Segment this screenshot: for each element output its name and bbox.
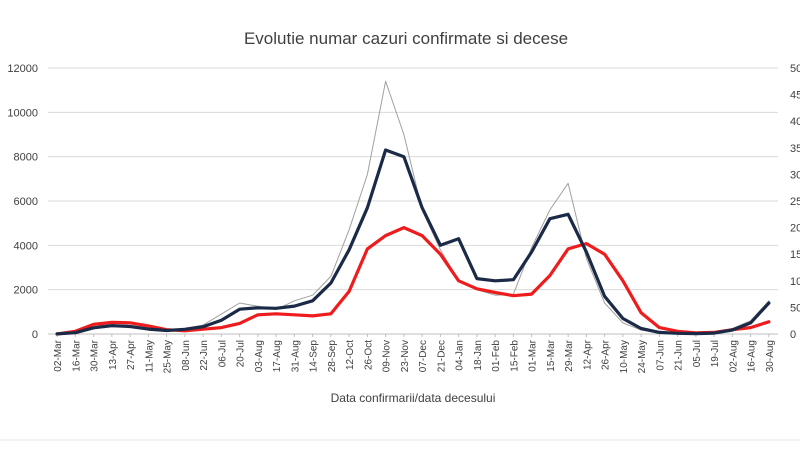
x-tick-label: 19-Jul [710, 340, 721, 367]
y2-tick-label: 150 [790, 249, 800, 261]
x-tick-label: 28-Sep [327, 340, 338, 373]
x-tick-label: 29-Mar [564, 339, 575, 371]
x-tick-label: 15-Mar [546, 339, 557, 371]
x-tick-label: 07-Dec [418, 340, 429, 372]
x-tick-label: 05-Jul [692, 340, 703, 367]
y2-tick-label: 250 [790, 196, 800, 208]
x-tick-label: 21-Jun [674, 340, 685, 371]
y2-tick-label: 100 [790, 276, 800, 288]
x-axis-title: Data confirmarii/data decesului [331, 391, 496, 405]
y-axis-ticks: 0 2000 4000 6000 8000 10000 12000 [7, 63, 38, 341]
series-layer [55, 80, 771, 336]
x-tick-label: 24-May [637, 340, 648, 373]
x-tick-label: 07-Jun [655, 340, 666, 371]
x-tick-label: 18-Jan [473, 340, 484, 371]
x-tick-label: 12-Oct [345, 340, 356, 370]
y2-axis-ticks: 0 50 100 150 200 250 300 350 400 450 500 [790, 63, 800, 341]
y2-tick-label: 0 [790, 329, 796, 341]
x-tick-label: 20-Jul [236, 340, 247, 367]
x-tick-label: 26-Apr [601, 339, 612, 370]
y-tick-label: 12000 [7, 63, 38, 75]
y2-tick-label: 450 [790, 90, 800, 102]
x-tick-label: 21-Dec [436, 340, 447, 372]
x-tick-label: 14-Sep [309, 340, 320, 373]
y2-tick-label: 350 [790, 143, 800, 155]
y2-tick-label: 50 [790, 302, 800, 314]
x-tick-label: 02-Aug [728, 340, 739, 372]
y-tick-label: 0 [32, 329, 38, 341]
x-tick-label: 23-Nov [400, 340, 411, 372]
y2-tick-label: 500 [790, 63, 800, 75]
y-tick-label: 10000 [7, 107, 38, 119]
y-tick-label: 8000 [14, 152, 38, 164]
y-tick-label: 6000 [14, 196, 38, 208]
x-tick-label: 01-Feb [491, 340, 502, 372]
y2-tick-label: 300 [790, 169, 800, 181]
x-tick-label: 16-Aug [747, 340, 758, 372]
x-tick-label: 04-Jan [455, 340, 466, 371]
x-tick-label: 26-Oct [363, 340, 374, 370]
x-tick-label: 15-Feb [509, 340, 520, 372]
series-line-2 [56, 80, 770, 335]
x-tick-label: 30-Mar [90, 339, 101, 371]
series-line-0 [55, 148, 771, 336]
y-tick-label: 4000 [14, 240, 38, 252]
x-tick-label: 31-Aug [290, 340, 301, 372]
x-tick-label: 10-May [619, 340, 630, 373]
gridlines [48, 67, 778, 335]
x-tick-label: 17-Aug [272, 340, 283, 372]
series-line-1 [55, 226, 771, 336]
x-tick-label: 11-May [144, 340, 155, 373]
x-tick-label: 27-Apr [126, 339, 137, 370]
x-tick-label: 22-Jun [199, 340, 210, 371]
chart-title: Evolutie numar cazuri confirmate si dece… [244, 29, 568, 48]
x-tick-label: 09-Nov [382, 340, 393, 372]
x-tick-label: 13-Apr [108, 339, 119, 370]
x-tick-label: 30-Aug [765, 340, 776, 372]
x-tick-label: 25-May [163, 340, 174, 373]
x-axis-ticks: 02-Mar 16-Mar 30-Mar 13-Apr 27-Apr 11-May 25-M… [53, 334, 776, 373]
x-tick-label: 03-Aug [254, 340, 265, 372]
y2-tick-label: 400 [790, 116, 800, 128]
y2-tick-label: 200 [790, 223, 800, 235]
x-tick-label: 06-Jul [217, 340, 228, 367]
x-tick-label: 08-Jun [181, 340, 192, 371]
x-tick-label: 02-Mar [53, 339, 64, 371]
x-tick-label: 12-Apr [582, 339, 593, 370]
y-tick-label: 2000 [14, 285, 38, 297]
x-tick-label: 01-Mar [528, 339, 539, 371]
x-tick-label: 16-Mar [71, 339, 82, 371]
